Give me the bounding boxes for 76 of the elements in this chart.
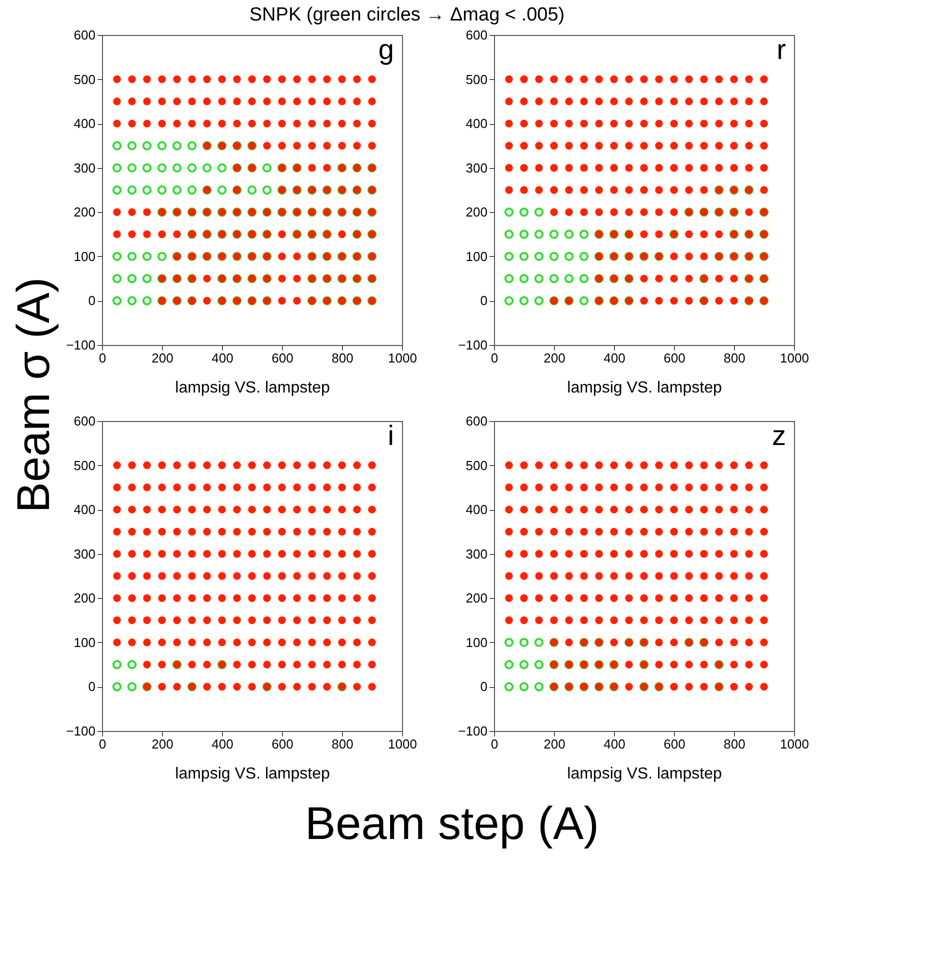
annotation: r bbox=[776, 34, 786, 65]
x-tick-label: 0 bbox=[490, 736, 498, 752]
y-tick-label: 0 bbox=[480, 679, 488, 694]
y-tick-label: −100 bbox=[458, 338, 488, 352]
text: Beam step (A) bbox=[305, 797, 599, 849]
x-tick-label: 200 bbox=[544, 350, 566, 366]
y-tick-label: 400 bbox=[74, 502, 96, 518]
y-tick-label: 300 bbox=[74, 160, 96, 176]
y-tick-label: 400 bbox=[466, 502, 488, 518]
x-tick-label: 600 bbox=[664, 736, 686, 752]
y-tick-label: 400 bbox=[74, 116, 96, 132]
y-tick-label: 100 bbox=[74, 634, 96, 650]
annotation: i bbox=[388, 420, 394, 451]
y-axis-title: Beam σ (A) bbox=[7, 277, 59, 513]
point bbox=[534, 660, 544, 670]
point bbox=[504, 682, 514, 692]
chart-title: SNPK (green circles → Δmag < .005) bbox=[249, 4, 565, 26]
x-tick-label: 800 bbox=[332, 736, 354, 752]
y-tick-label: 300 bbox=[466, 160, 488, 176]
x-tick-label: 1000 bbox=[780, 350, 809, 366]
x-tick-label: 600 bbox=[664, 350, 686, 366]
point bbox=[504, 638, 514, 648]
y-tick-label: 600 bbox=[74, 28, 96, 42]
y-tick-label: 200 bbox=[466, 204, 488, 220]
x-tick-label: 1000 bbox=[780, 736, 809, 752]
x-axis-title: lampsig VS. lampstep bbox=[567, 380, 722, 396]
y-tick-label: 200 bbox=[74, 204, 96, 220]
y-tick-label: 300 bbox=[466, 546, 488, 562]
x-tick-label: 0 bbox=[98, 350, 106, 366]
y-tick-label: 200 bbox=[74, 590, 96, 606]
x-tick-label: 800 bbox=[332, 350, 354, 366]
x-tick-label: 800 bbox=[724, 736, 746, 752]
y-tick-label: 600 bbox=[466, 28, 488, 42]
y-tick-label: 0 bbox=[480, 293, 488, 308]
x-tick-label: 200 bbox=[544, 736, 566, 752]
point bbox=[519, 660, 529, 670]
y-tick-label: 600 bbox=[74, 414, 96, 428]
y-tick-label: −100 bbox=[458, 724, 488, 738]
point bbox=[534, 682, 544, 692]
point bbox=[504, 660, 514, 670]
y-tick-label: 0 bbox=[88, 293, 96, 308]
x-tick-label: 400 bbox=[604, 736, 626, 752]
x-tick-label: 400 bbox=[604, 350, 626, 366]
x-tick-label: 1000 bbox=[388, 350, 417, 366]
y-tick-label: 0 bbox=[88, 679, 96, 694]
x-tick-label: 1000 bbox=[388, 736, 417, 752]
y-tick-label: −100 bbox=[66, 724, 96, 738]
x-tick-label: 200 bbox=[152, 350, 174, 366]
x-tick-label: 0 bbox=[490, 350, 498, 366]
x-axis-title: lampsig VS. lampstep bbox=[175, 380, 330, 396]
point bbox=[519, 682, 529, 692]
x-tick-label: 600 bbox=[272, 350, 294, 366]
x-tick-label: 200 bbox=[152, 736, 174, 752]
y-tick-label: 500 bbox=[74, 72, 96, 87]
point bbox=[519, 638, 529, 648]
x-tick-label: 800 bbox=[724, 350, 746, 366]
x-tick-label: 400 bbox=[212, 350, 234, 366]
x-axis-title: lampsig VS. lampstep bbox=[567, 766, 722, 782]
y-tick-label: 600 bbox=[466, 414, 488, 428]
y-tick-label: −100 bbox=[66, 338, 96, 352]
y-tick-label: 500 bbox=[466, 458, 488, 473]
y-tick-label: 300 bbox=[74, 546, 96, 562]
annotation: g bbox=[378, 34, 394, 65]
y-tick-label: 400 bbox=[466, 116, 488, 132]
point bbox=[534, 638, 544, 648]
y-tick-label: 500 bbox=[74, 458, 96, 473]
y-tick-label: 500 bbox=[466, 72, 488, 87]
y-tick-label: 100 bbox=[466, 634, 488, 650]
x-tick-label: 0 bbox=[98, 736, 106, 752]
y-tick-label: 100 bbox=[74, 248, 96, 264]
x-axis-title: lampsig VS. lampstep bbox=[175, 766, 330, 782]
y-tick-label: 200 bbox=[466, 590, 488, 606]
y-tick-label: 100 bbox=[466, 248, 488, 264]
annotation: z bbox=[772, 420, 786, 451]
x-tick-label: 400 bbox=[212, 736, 234, 752]
x-tick-label: 600 bbox=[272, 736, 294, 752]
